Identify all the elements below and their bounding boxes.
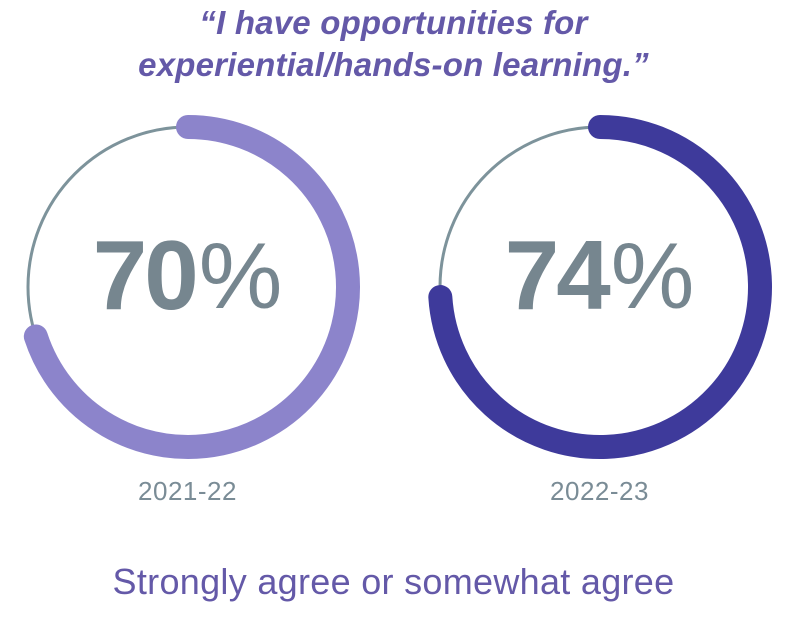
year-label-2022-23: 2022-23 (550, 475, 649, 506)
donut-figure-2022-23: 74% 2022-23 (425, 112, 775, 507)
year-label-2021-22: 2021-22 (138, 475, 237, 506)
donut-chart-2021-22: 70% (13, 112, 363, 462)
donut-progress-arc (427, 114, 772, 459)
chart-title: “I have opportunities for experiential/h… (138, 4, 649, 83)
donut-progress-arc (23, 114, 360, 459)
donut-charts-row: 70% 2021-22 74% 2022-23 (13, 112, 775, 507)
donut-chart-2022-23: 74% (425, 112, 775, 462)
donut-figure-2021-22: 70% 2021-22 (13, 112, 363, 507)
donut-ring-2021-22 (23, 114, 360, 459)
chart-caption: Strongly agree or somewhat agree (112, 560, 675, 602)
donut-ring-2022-23 (427, 114, 772, 459)
